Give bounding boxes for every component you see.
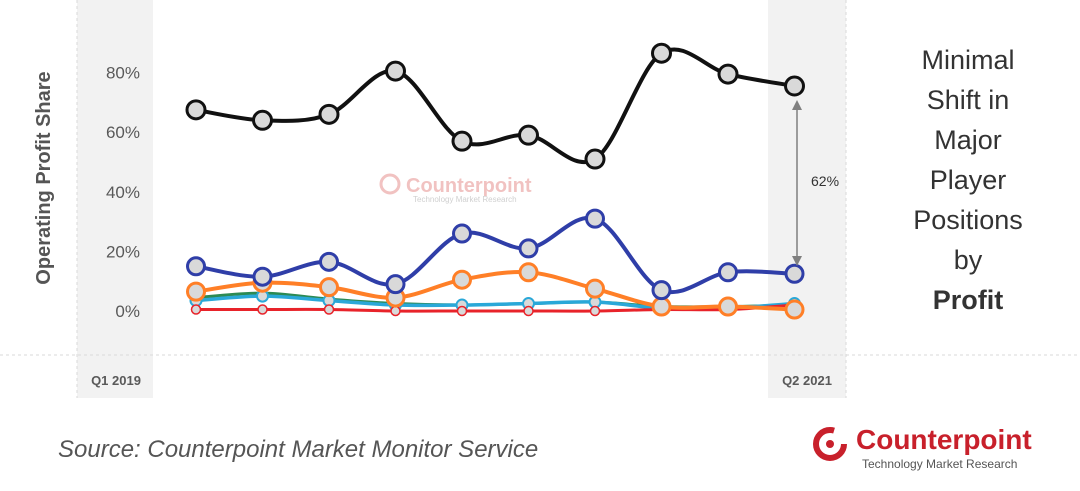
x-tick-label-last: Q2 2021: [782, 373, 832, 388]
note-bold-line: Profit: [932, 285, 1004, 315]
series-0: [185, 42, 805, 170]
series-line: [194, 47, 797, 165]
brand-logo: Counterpoint Technology Market Research: [812, 424, 1062, 474]
data-point: [784, 299, 805, 320]
watermark-name: Counterpoint: [406, 175, 532, 197]
data-point: [257, 304, 268, 315]
note-line-2: Shift in: [926, 85, 1010, 115]
data-point: [456, 305, 468, 317]
data-point: [319, 277, 339, 298]
data-point: [651, 280, 672, 301]
data-point: [319, 251, 339, 272]
gap-annotation-arrowhead-bottom: [792, 256, 802, 266]
gap-annotation-arrowhead-top: [792, 100, 802, 110]
series-layer: [185, 42, 805, 320]
y-tick-labels: 0% 20% 40% 60% 80%: [106, 64, 140, 321]
data-point: [190, 304, 202, 315]
note-line-1: Minimal: [921, 45, 1015, 75]
data-point: [252, 109, 273, 131]
last-period-band: [768, 0, 846, 398]
data-point: [390, 305, 401, 317]
watermark: Counterpoint Technology Market Research: [379, 173, 532, 204]
note-line-6: by: [953, 245, 983, 275]
x-tick-label-first: Q1 2019: [91, 373, 141, 388]
data-point: [518, 262, 539, 283]
series-line: [194, 215, 797, 294]
data-point: [452, 223, 472, 244]
data-point: [784, 75, 805, 97]
gap-annotation-label: 62%: [811, 173, 839, 189]
note-line-4: Player: [929, 165, 1007, 195]
y-tick-label: 20%: [106, 242, 140, 261]
data-point: [585, 208, 605, 229]
note-line-3: Major: [934, 125, 1002, 155]
watermark-logo-icon: [379, 173, 401, 195]
data-point: [585, 278, 605, 299]
first-period-band: [77, 0, 153, 398]
series-line: [194, 303, 796, 313]
data-point: [451, 130, 473, 152]
data-point: [186, 281, 206, 302]
data-point: [584, 148, 606, 170]
watermark-tagline: Technology Market Research: [413, 195, 517, 204]
data-point: [718, 296, 738, 317]
brand-tagline: Technology Market Research: [862, 457, 1018, 471]
data-point: [717, 63, 739, 85]
data-point: [518, 238, 539, 259]
counterpoint-logo-icon: [813, 427, 847, 461]
data-point: [452, 269, 472, 290]
source-text: Source: Counterpoint Market Monitor Serv…: [58, 436, 539, 463]
note-line-5: Positions: [913, 205, 1023, 235]
data-point: [651, 296, 672, 317]
data-point: [385, 60, 406, 82]
data-point: [385, 274, 406, 295]
y-axis-label: Operating Profit Share: [33, 71, 55, 284]
y-tick-label: 80%: [106, 64, 140, 83]
data-point: [784, 263, 805, 284]
y-tick-label: 0%: [115, 302, 140, 321]
y-tick-label: 40%: [106, 183, 140, 202]
data-point: [186, 256, 206, 277]
data-point: [523, 305, 534, 317]
data-point: [252, 266, 273, 287]
data-point: [651, 42, 672, 64]
data-point: [318, 103, 340, 125]
data-point: [185, 99, 207, 121]
series-line: [194, 269, 797, 312]
series-1: [186, 208, 805, 301]
y-tick-label: 60%: [106, 123, 140, 142]
data-point: [589, 305, 601, 317]
series-2: [186, 262, 805, 320]
brand-name: Counterpoint: [856, 424, 1032, 455]
takeaway-note: Minimal Shift in Major Player Positions …: [868, 40, 1068, 320]
data-point: [518, 124, 539, 146]
data-point: [323, 304, 335, 315]
data-point: [718, 262, 738, 283]
